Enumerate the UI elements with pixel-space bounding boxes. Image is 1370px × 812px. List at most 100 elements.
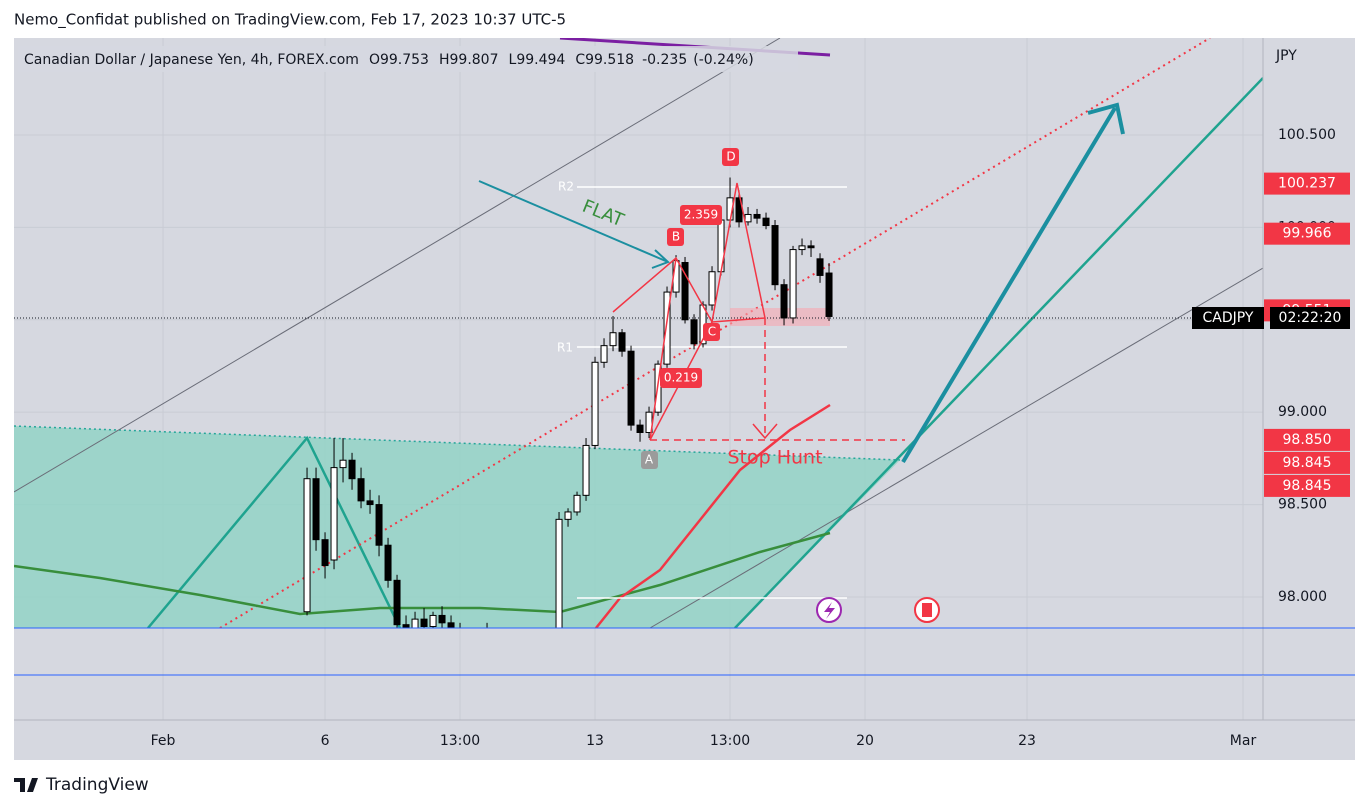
- brand-name: TradingView: [45, 775, 149, 795]
- candle-body: [357, 478, 365, 502]
- label-box: [641, 451, 658, 469]
- arrow-head: [752, 423, 778, 440]
- arrow-head: [1087, 102, 1125, 135]
- channel-line: [14, 38, 781, 493]
- candle-body: [375, 504, 383, 546]
- candle-body: [447, 622, 455, 628]
- x-tick-label: 6: [321, 733, 330, 749]
- candle-body: [771, 225, 779, 286]
- point-label: A: [645, 453, 654, 467]
- candle-body: [384, 544, 392, 581]
- candle-body: [591, 361, 599, 446]
- zigzag: [147, 435, 402, 628]
- candle-body: [681, 262, 689, 321]
- legend-key: O: [369, 52, 380, 68]
- candle-body: [555, 518, 563, 628]
- legend-bg: [18, 46, 798, 72]
- x-tick-label: Mar: [1230, 733, 1257, 749]
- teal-zone: [14, 426, 900, 628]
- channel-line: [649, 267, 1263, 628]
- axes: 98.00098.50099.00099.500100.000100.500Fe…: [151, 127, 1350, 749]
- published-note: Nemo_Confidat published on TradingView.c…: [14, 11, 566, 30]
- trend-line: [734, 77, 1263, 628]
- candle-body: [348, 459, 356, 480]
- y-tick-label: 98.000: [1278, 589, 1327, 605]
- x-tick-label: 13:00: [710, 733, 750, 749]
- candle-body: [816, 258, 824, 276]
- candle-body: [663, 291, 671, 365]
- y-tick-label: 100.500: [1278, 127, 1336, 143]
- arrow-head: [651, 249, 670, 269]
- pattern-line: [711, 317, 766, 323]
- candle-body: [744, 213, 752, 223]
- candle-body: [690, 319, 698, 345]
- annotation: Stop Hunt: [727, 447, 822, 469]
- price-tag-label: 98.845: [1283, 478, 1332, 494]
- ratio-label: 2.359: [684, 208, 718, 222]
- candle-body: [330, 467, 338, 561]
- candle-body: [780, 284, 788, 319]
- price-tag-label: 98.845: [1283, 455, 1332, 471]
- flag-icon: [922, 603, 932, 617]
- candle-body: [600, 345, 608, 363]
- legend-value: 99.518: [585, 52, 634, 68]
- candle-body: [393, 579, 401, 626]
- price-tag-label: 98.850: [1283, 432, 1332, 448]
- symbol-tag-label: CADJPY: [1203, 310, 1254, 326]
- candle-body: [582, 444, 590, 496]
- legend-key: H: [439, 52, 450, 68]
- label-box: [703, 323, 720, 341]
- logo-mark: [14, 778, 38, 792]
- label-box: [667, 228, 684, 246]
- candle-body: [573, 494, 581, 513]
- symbol-tag: [1192, 307, 1264, 329]
- ratio-label: 0.219: [664, 371, 698, 385]
- legend-title: Canadian Dollar / Japanese Yen, 4h, FORE…: [24, 52, 359, 68]
- countdown-tag: [1270, 307, 1350, 329]
- candle-body: [636, 424, 644, 434]
- candle-body: [825, 272, 833, 317]
- candle-body: [438, 614, 446, 624]
- drawings: [14, 38, 1263, 628]
- label-box: [722, 148, 739, 166]
- candle-body: [402, 624, 410, 628]
- x-tick-label: 13: [586, 733, 604, 749]
- chart-background: [14, 38, 1355, 760]
- price-tag: [1264, 451, 1350, 474]
- x-tick-label: 13:00: [440, 733, 480, 749]
- zone-box: [730, 308, 830, 326]
- brand-logo: [14, 778, 38, 792]
- candle-body: [303, 478, 311, 613]
- label-box: [680, 205, 722, 225]
- legend-value: 99.807: [450, 52, 499, 68]
- legend-key: L: [509, 52, 517, 68]
- point-label: C: [708, 325, 716, 339]
- price-tag: [1264, 474, 1350, 497]
- point-label: B: [672, 230, 680, 244]
- arrow-line: [478, 180, 669, 263]
- candle-body: [627, 350, 635, 426]
- currency-label: JPY: [1275, 48, 1297, 64]
- candle-body: [618, 332, 626, 352]
- y-tick-label: 99.000: [1278, 404, 1327, 420]
- candle-body: [321, 539, 329, 567]
- x-tick-label: 23: [1018, 733, 1036, 749]
- candle-body: [429, 614, 437, 628]
- legend-change-pct: (-0.24%): [693, 52, 753, 68]
- price-tag-label: 99.966: [1283, 226, 1332, 242]
- moving-average: [14, 531, 831, 616]
- point-label: D: [726, 150, 735, 164]
- candle-body: [312, 478, 320, 541]
- annotation: R1: [557, 341, 573, 355]
- price-tag: [1264, 172, 1350, 195]
- y-tick-label: 98.500: [1278, 497, 1327, 513]
- candle-body: [339, 459, 347, 469]
- pattern-line: [649, 257, 677, 441]
- candle-body: [789, 249, 797, 319]
- x-tick-label: Feb: [151, 733, 176, 749]
- candle-body: [420, 618, 428, 628]
- legend-value: 99.494: [516, 52, 565, 68]
- candle-body: [564, 511, 572, 520]
